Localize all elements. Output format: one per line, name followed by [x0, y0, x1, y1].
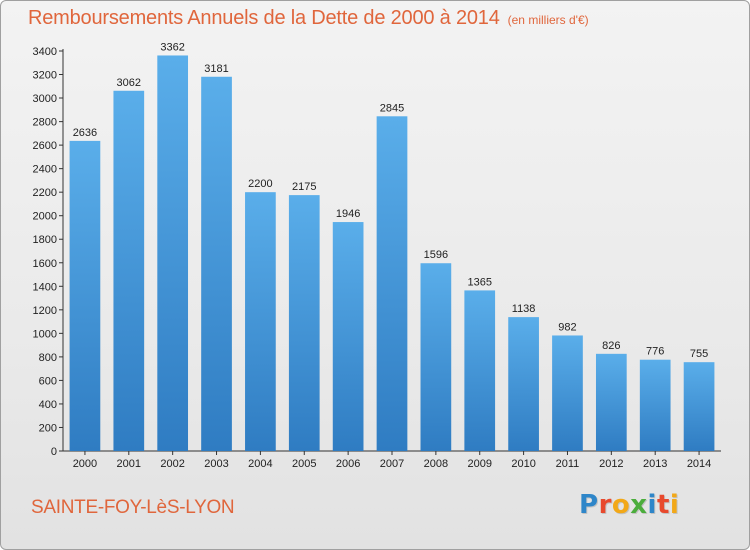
- bar: [464, 290, 496, 451]
- bar: [69, 140, 101, 451]
- data-label: 1365: [467, 276, 491, 288]
- logo-letter: P: [579, 490, 599, 520]
- x-tick-label: 2008: [424, 458, 448, 470]
- logo-letter: i: [647, 490, 657, 520]
- data-label: 3062: [117, 77, 141, 89]
- data-label: 3362: [160, 41, 184, 53]
- data-labels: 2636 3062 3362 3181 2200 2175 1946 2845 1596 1365…: [73, 41, 709, 360]
- data-label: 1138: [512, 303, 536, 315]
- y-tick-label: 3400: [33, 46, 57, 58]
- data-label: 982: [558, 321, 576, 333]
- y-tick-label: 600: [39, 375, 57, 387]
- x-tick-label: 2003: [204, 458, 228, 470]
- y-tick-label: 2200: [33, 187, 57, 199]
- chart-title-block: Remboursements Annuels de la Dette de 20…: [28, 7, 589, 30]
- data-label: 1596: [424, 249, 448, 261]
- bar: [420, 263, 452, 451]
- data-label: 3181: [204, 63, 228, 75]
- bar: [288, 195, 320, 451]
- y-tick-label: 400: [39, 399, 57, 411]
- bar: [683, 362, 715, 451]
- y-tick-label: 1200: [33, 305, 57, 317]
- data-label: 2845: [380, 102, 404, 114]
- bar: [332, 222, 364, 451]
- chart-title: Remboursements Annuels de la Dette de 20…: [28, 7, 500, 29]
- data-label: 1946: [336, 208, 360, 220]
- x-tick-label: 2012: [599, 458, 623, 470]
- x-tick-label: 2004: [248, 458, 272, 470]
- y-tick-label: 800: [39, 352, 57, 364]
- data-label: 755: [690, 348, 708, 360]
- y-tick-labels: 0 200 400 600 800 1000 1200 1400 1600 1800 2000 220…: [33, 46, 57, 458]
- logo-letter: x: [630, 490, 648, 520]
- y-tick-label: 1800: [33, 234, 57, 246]
- y-tick-label: 1600: [33, 258, 57, 270]
- y-tick-label: 2800: [33, 117, 57, 129]
- bar: [595, 353, 627, 451]
- y-tick-label: 2600: [33, 140, 57, 152]
- bar: [245, 192, 276, 452]
- x-tick-label: 2010: [511, 458, 535, 470]
- y-tick-label: 200: [39, 422, 57, 434]
- y-tick-label: 2000: [33, 211, 57, 223]
- y-tick-label: 1000: [33, 328, 57, 340]
- logo-letter: t: [656, 490, 670, 520]
- bar: [113, 90, 145, 451]
- data-label: 776: [646, 346, 664, 358]
- bar: [376, 116, 408, 451]
- logo-letter: r: [598, 490, 612, 520]
- x-tick-label: 2009: [467, 458, 491, 470]
- y-tick-label: 0: [51, 446, 57, 458]
- x-tick-label: 2014: [687, 458, 711, 470]
- x-tick-label: 2007: [380, 458, 404, 470]
- bar: [639, 359, 671, 451]
- bar: [508, 317, 539, 451]
- y-tick-label: 2400: [33, 164, 57, 176]
- bar: [552, 335, 583, 451]
- y-tick-label: 3000: [33, 93, 57, 105]
- x-tick-label: 2001: [117, 458, 141, 470]
- chart-bars: [69, 55, 715, 452]
- data-label: 2200: [248, 178, 272, 190]
- x-tick-label: 2006: [336, 458, 360, 470]
- data-label: 2175: [292, 181, 316, 193]
- chart-unit: (en milliers d'€): [507, 13, 589, 27]
- x-tick-label: 2005: [292, 458, 316, 470]
- y-tick-label: 1400: [33, 281, 57, 293]
- data-label: 826: [602, 340, 620, 352]
- data-label: 2636: [73, 127, 97, 139]
- logo-letter: i: [669, 490, 680, 520]
- y-tick-label: 3200: [33, 70, 57, 82]
- proxiti-logo: Proxiti: [579, 490, 679, 520]
- bar: [201, 76, 232, 451]
- x-tick-label: 2011: [556, 458, 580, 470]
- logo-letter: o: [611, 490, 631, 520]
- x-tick-label: 2000: [73, 458, 97, 470]
- city-name: SAINTE-FOY-LèS-LYON: [31, 497, 235, 518]
- x-tick-labels: 2000 2001 2002 2003 2004 2005 2006 2007 2008 2009…: [73, 458, 712, 470]
- x-tick-label: 2013: [643, 458, 667, 470]
- bar: [157, 55, 189, 452]
- x-tick-label: 2002: [160, 458, 184, 470]
